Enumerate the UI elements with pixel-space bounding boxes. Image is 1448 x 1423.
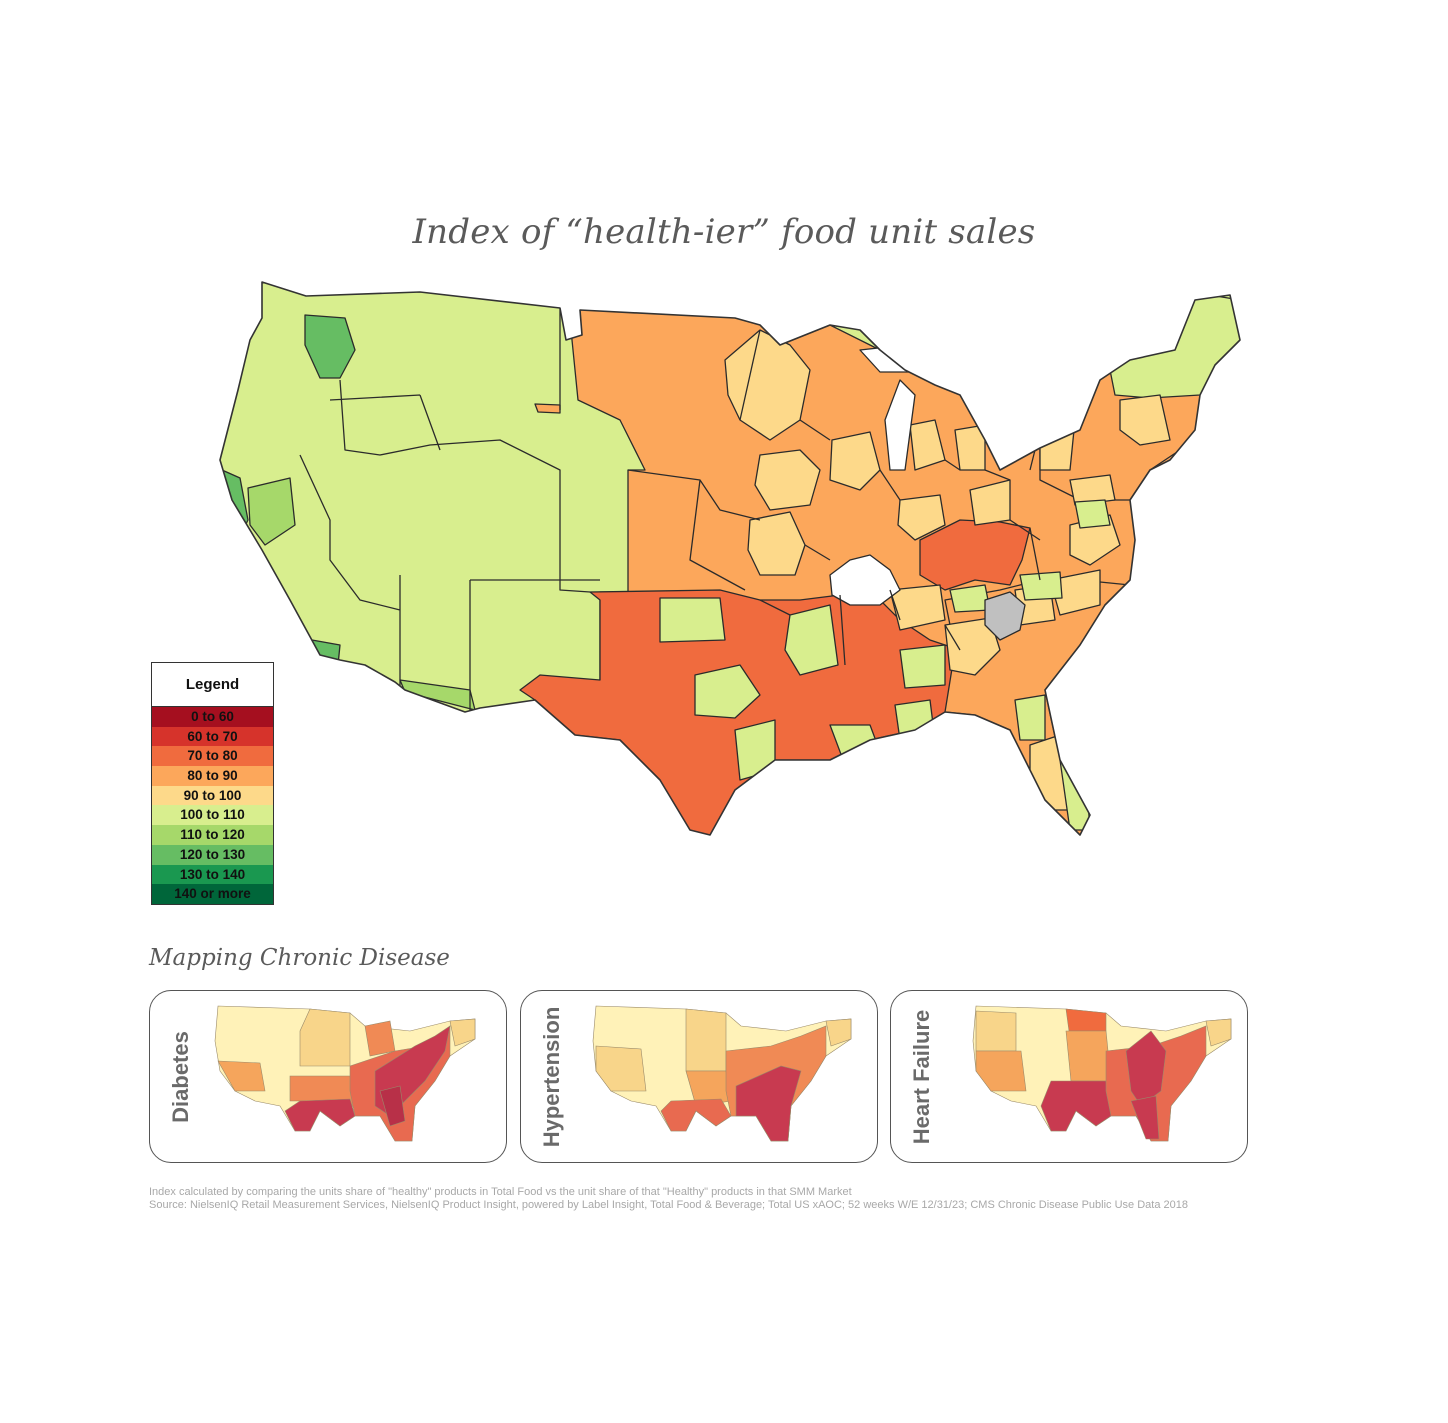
legend-item: 0 to 60 <box>152 707 273 727</box>
footnote-method: Index calculated by comparing the units … <box>149 1186 852 1198</box>
map-title: Index of “health-ier” food unit sales <box>412 212 1036 252</box>
panel-diabetes: Diabetes <box>149 990 507 1163</box>
legend-item: 80 to 90 <box>152 766 273 786</box>
legend-item: 100 to 110 <box>152 805 273 826</box>
footnote-source: Source: NielsenIQ Retail Measurement Ser… <box>149 1199 1188 1211</box>
legend: Legend 0 to 60 60 to 70 70 to 80 80 to 90 90… <box>151 662 274 905</box>
diabetes-mini-map <box>214 1005 476 1142</box>
heart-failure-mini-map <box>972 1005 1232 1142</box>
legend-item: 70 to 80 <box>152 746 273 767</box>
panel-heart-failure: Heart Failure <box>890 990 1248 1163</box>
hypertension-mini-map <box>592 1005 852 1142</box>
legend-item: 110 to 120 <box>152 825 273 845</box>
legend-items: 0 to 60 60 to 70 70 to 80 80 to 90 90 to 100… <box>152 707 273 904</box>
legend-item: 140 or more <box>152 884 273 904</box>
legend-item: 60 to 70 <box>152 726 273 747</box>
legend-item: 120 to 130 <box>152 844 273 865</box>
footnote: Index calculated by comparing the units … <box>149 1186 1188 1212</box>
legend-item: 130 to 140 <box>152 864 273 885</box>
main-choropleth-map <box>219 281 1241 836</box>
legend-title: Legend <box>152 663 273 707</box>
legend-item: 90 to 100 <box>152 785 273 806</box>
section-subtitle: Mapping Chronic Disease <box>149 945 450 971</box>
panel-hypertension: Hypertension <box>520 990 878 1163</box>
